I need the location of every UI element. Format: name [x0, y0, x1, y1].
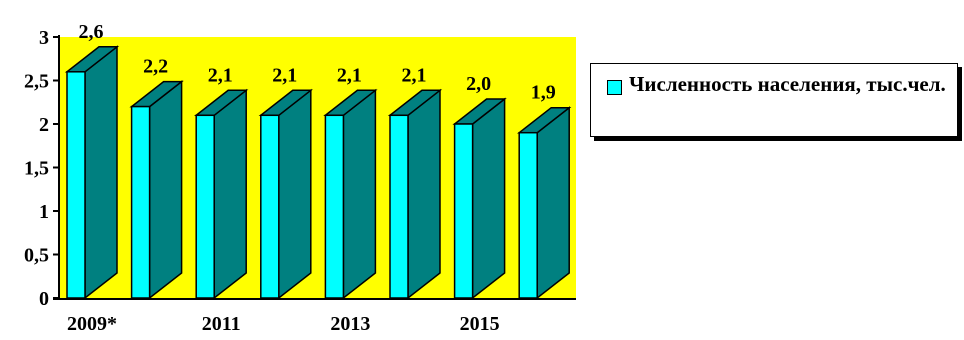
bar-side	[278, 88, 312, 300]
y-tick-label: 0,5	[24, 245, 49, 267]
bar	[130, 105, 151, 299]
bar	[518, 131, 538, 299]
data-labels: 2,6 2,2 2,1 2,1 2,1 2,1 2,0 1,9	[79, 21, 556, 104]
data-label: 2,1	[402, 64, 427, 86]
data-label: 1,9	[531, 82, 556, 104]
bar-side	[536, 106, 570, 300]
data-label: 2,0	[466, 73, 491, 95]
y-tick-label: 2	[39, 114, 49, 136]
y-tick-label: 0	[39, 288, 49, 310]
legend-swatch	[607, 80, 622, 95]
bar	[324, 114, 345, 299]
y-tick-label: 3	[39, 27, 49, 49]
data-label: 2,2	[143, 56, 168, 78]
bars	[64, 45, 572, 300]
bar	[195, 114, 215, 299]
bar	[389, 114, 409, 299]
x-tick-label: 2011	[202, 313, 241, 335]
bar-side	[148, 80, 183, 300]
y-tick-label: 1,5	[24, 158, 49, 180]
bar	[260, 114, 280, 299]
legend: Численность населения, тыс.чел.	[590, 63, 958, 137]
y-tick-label: 2,5	[24, 71, 49, 93]
axis-ticks: 0 0,5 1 1,5 2 2,5 3 2009* 2011 2013 2015	[24, 27, 500, 335]
data-label: 2,1	[208, 64, 233, 86]
bar-side	[84, 45, 118, 300]
bar-side	[213, 88, 247, 300]
bar-side	[471, 97, 506, 300]
bar-side	[342, 88, 377, 300]
x-tick-label: 2013	[330, 313, 370, 335]
data-label: 2,6	[79, 21, 104, 43]
legend-label: Численность населения, тыс.чел.	[629, 72, 946, 96]
bar	[66, 71, 86, 299]
x-tick-label: 2015	[460, 313, 500, 335]
data-label: 2,1	[337, 64, 362, 86]
bar	[453, 123, 474, 299]
data-label: 2,1	[272, 64, 297, 86]
bar-side	[407, 88, 441, 300]
y-tick-label: 1	[39, 201, 49, 223]
x-tick-label: 2009*	[67, 313, 117, 335]
